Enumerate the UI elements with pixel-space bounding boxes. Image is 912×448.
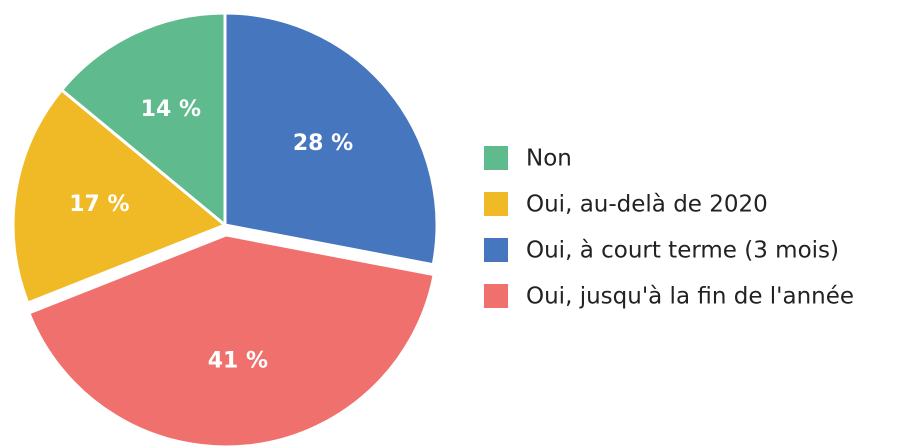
slice-label: 41 % — [208, 349, 268, 374]
pie-slice — [223, 11, 439, 267]
slice-label: 17 % — [69, 192, 129, 217]
slice-label: 14 % — [141, 97, 201, 122]
legend-label: Oui, jusqu'à la fin de l'année — [526, 284, 854, 310]
legend-swatch — [484, 284, 508, 308]
legend-swatch — [484, 146, 508, 170]
pie-slice — [26, 233, 436, 448]
pie-slice — [59, 11, 227, 229]
legend-label: Oui, à court terme (3 mois) — [526, 238, 839, 264]
legend-label: Oui, au-delà de 2020 — [526, 192, 768, 218]
legend-label: Non — [526, 146, 572, 172]
slice-label: 28 % — [293, 131, 353, 156]
legend-swatch — [484, 238, 508, 262]
legend-swatch — [484, 192, 508, 216]
pie-slice — [11, 87, 228, 305]
